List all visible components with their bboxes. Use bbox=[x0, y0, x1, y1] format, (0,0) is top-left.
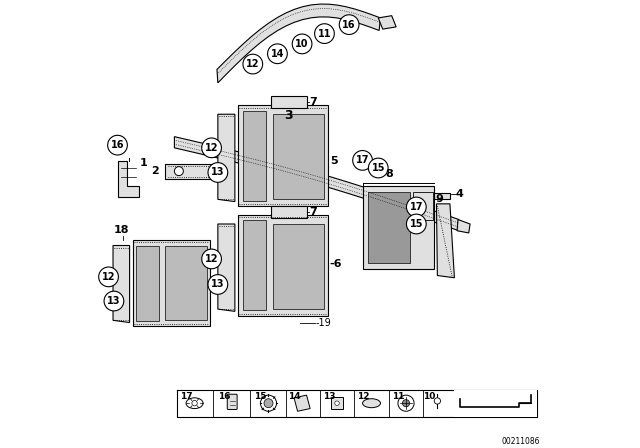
Circle shape bbox=[108, 135, 127, 155]
Polygon shape bbox=[436, 204, 454, 278]
Circle shape bbox=[353, 151, 372, 170]
Circle shape bbox=[208, 163, 228, 182]
Text: 17: 17 bbox=[410, 202, 423, 212]
Circle shape bbox=[264, 399, 273, 408]
Text: 14: 14 bbox=[288, 392, 300, 401]
Text: 12: 12 bbox=[246, 59, 260, 69]
Ellipse shape bbox=[362, 399, 380, 408]
Text: 18: 18 bbox=[114, 225, 129, 235]
Circle shape bbox=[202, 138, 221, 158]
Text: 11: 11 bbox=[317, 29, 332, 39]
Polygon shape bbox=[113, 246, 129, 323]
Polygon shape bbox=[136, 246, 159, 321]
Text: 11: 11 bbox=[392, 392, 404, 401]
Text: 13: 13 bbox=[211, 168, 225, 177]
Circle shape bbox=[268, 44, 287, 64]
Text: 16: 16 bbox=[111, 140, 124, 150]
Polygon shape bbox=[271, 206, 307, 218]
Polygon shape bbox=[218, 224, 235, 311]
Circle shape bbox=[192, 401, 197, 406]
Text: 12: 12 bbox=[205, 254, 218, 264]
Circle shape bbox=[292, 34, 312, 54]
Text: 00211086: 00211086 bbox=[501, 437, 540, 446]
Circle shape bbox=[434, 398, 440, 404]
Polygon shape bbox=[435, 193, 450, 199]
Circle shape bbox=[104, 291, 124, 311]
Text: 7: 7 bbox=[308, 207, 317, 217]
Polygon shape bbox=[174, 137, 459, 231]
Polygon shape bbox=[294, 395, 310, 411]
Circle shape bbox=[398, 395, 414, 411]
Polygon shape bbox=[133, 240, 210, 326]
Text: 7: 7 bbox=[308, 97, 317, 107]
Polygon shape bbox=[243, 111, 266, 201]
Polygon shape bbox=[457, 220, 470, 233]
FancyBboxPatch shape bbox=[227, 394, 237, 409]
Text: 15: 15 bbox=[254, 392, 267, 401]
Text: -6: -6 bbox=[330, 259, 342, 269]
Text: 10: 10 bbox=[295, 39, 309, 49]
Text: 13: 13 bbox=[323, 392, 335, 401]
Polygon shape bbox=[273, 114, 324, 199]
Polygon shape bbox=[273, 224, 324, 309]
Polygon shape bbox=[239, 215, 328, 316]
Text: 10: 10 bbox=[423, 392, 435, 401]
Circle shape bbox=[335, 401, 339, 405]
Circle shape bbox=[315, 24, 334, 43]
Text: 15: 15 bbox=[371, 163, 385, 173]
Text: 4: 4 bbox=[456, 189, 463, 198]
Circle shape bbox=[202, 249, 221, 269]
Circle shape bbox=[208, 275, 228, 294]
Circle shape bbox=[369, 158, 388, 178]
Text: 9: 9 bbox=[435, 194, 443, 203]
Text: 13: 13 bbox=[211, 280, 225, 289]
Text: 16: 16 bbox=[342, 20, 356, 30]
Text: -19: -19 bbox=[316, 318, 332, 327]
Text: 2: 2 bbox=[151, 166, 159, 176]
Circle shape bbox=[243, 54, 262, 74]
Text: 14: 14 bbox=[271, 49, 284, 59]
Text: 3: 3 bbox=[284, 109, 292, 122]
Circle shape bbox=[99, 267, 118, 287]
Circle shape bbox=[406, 214, 426, 234]
Circle shape bbox=[406, 197, 426, 217]
Circle shape bbox=[260, 395, 276, 411]
Text: 13: 13 bbox=[107, 296, 121, 306]
Polygon shape bbox=[165, 246, 207, 320]
Text: 12: 12 bbox=[357, 392, 370, 401]
Polygon shape bbox=[331, 397, 343, 409]
Circle shape bbox=[174, 167, 183, 176]
Text: 17: 17 bbox=[356, 155, 369, 165]
Text: 1: 1 bbox=[140, 158, 148, 168]
Text: 12: 12 bbox=[205, 143, 218, 153]
Polygon shape bbox=[118, 161, 138, 197]
Circle shape bbox=[339, 15, 359, 34]
Text: 16: 16 bbox=[218, 392, 231, 401]
Polygon shape bbox=[271, 96, 307, 108]
Text: 12: 12 bbox=[102, 272, 115, 282]
Text: 5: 5 bbox=[330, 156, 337, 166]
Text: 17: 17 bbox=[180, 392, 193, 401]
Polygon shape bbox=[413, 192, 433, 220]
Polygon shape bbox=[368, 192, 410, 263]
Polygon shape bbox=[362, 186, 435, 269]
Polygon shape bbox=[165, 164, 226, 179]
Ellipse shape bbox=[186, 398, 203, 409]
Polygon shape bbox=[243, 220, 266, 310]
Text: 15: 15 bbox=[410, 219, 423, 229]
Polygon shape bbox=[378, 16, 396, 29]
FancyBboxPatch shape bbox=[454, 390, 538, 417]
Circle shape bbox=[403, 400, 410, 407]
Text: 8: 8 bbox=[385, 169, 393, 179]
Polygon shape bbox=[239, 105, 328, 206]
Polygon shape bbox=[217, 4, 380, 83]
Polygon shape bbox=[218, 114, 235, 202]
